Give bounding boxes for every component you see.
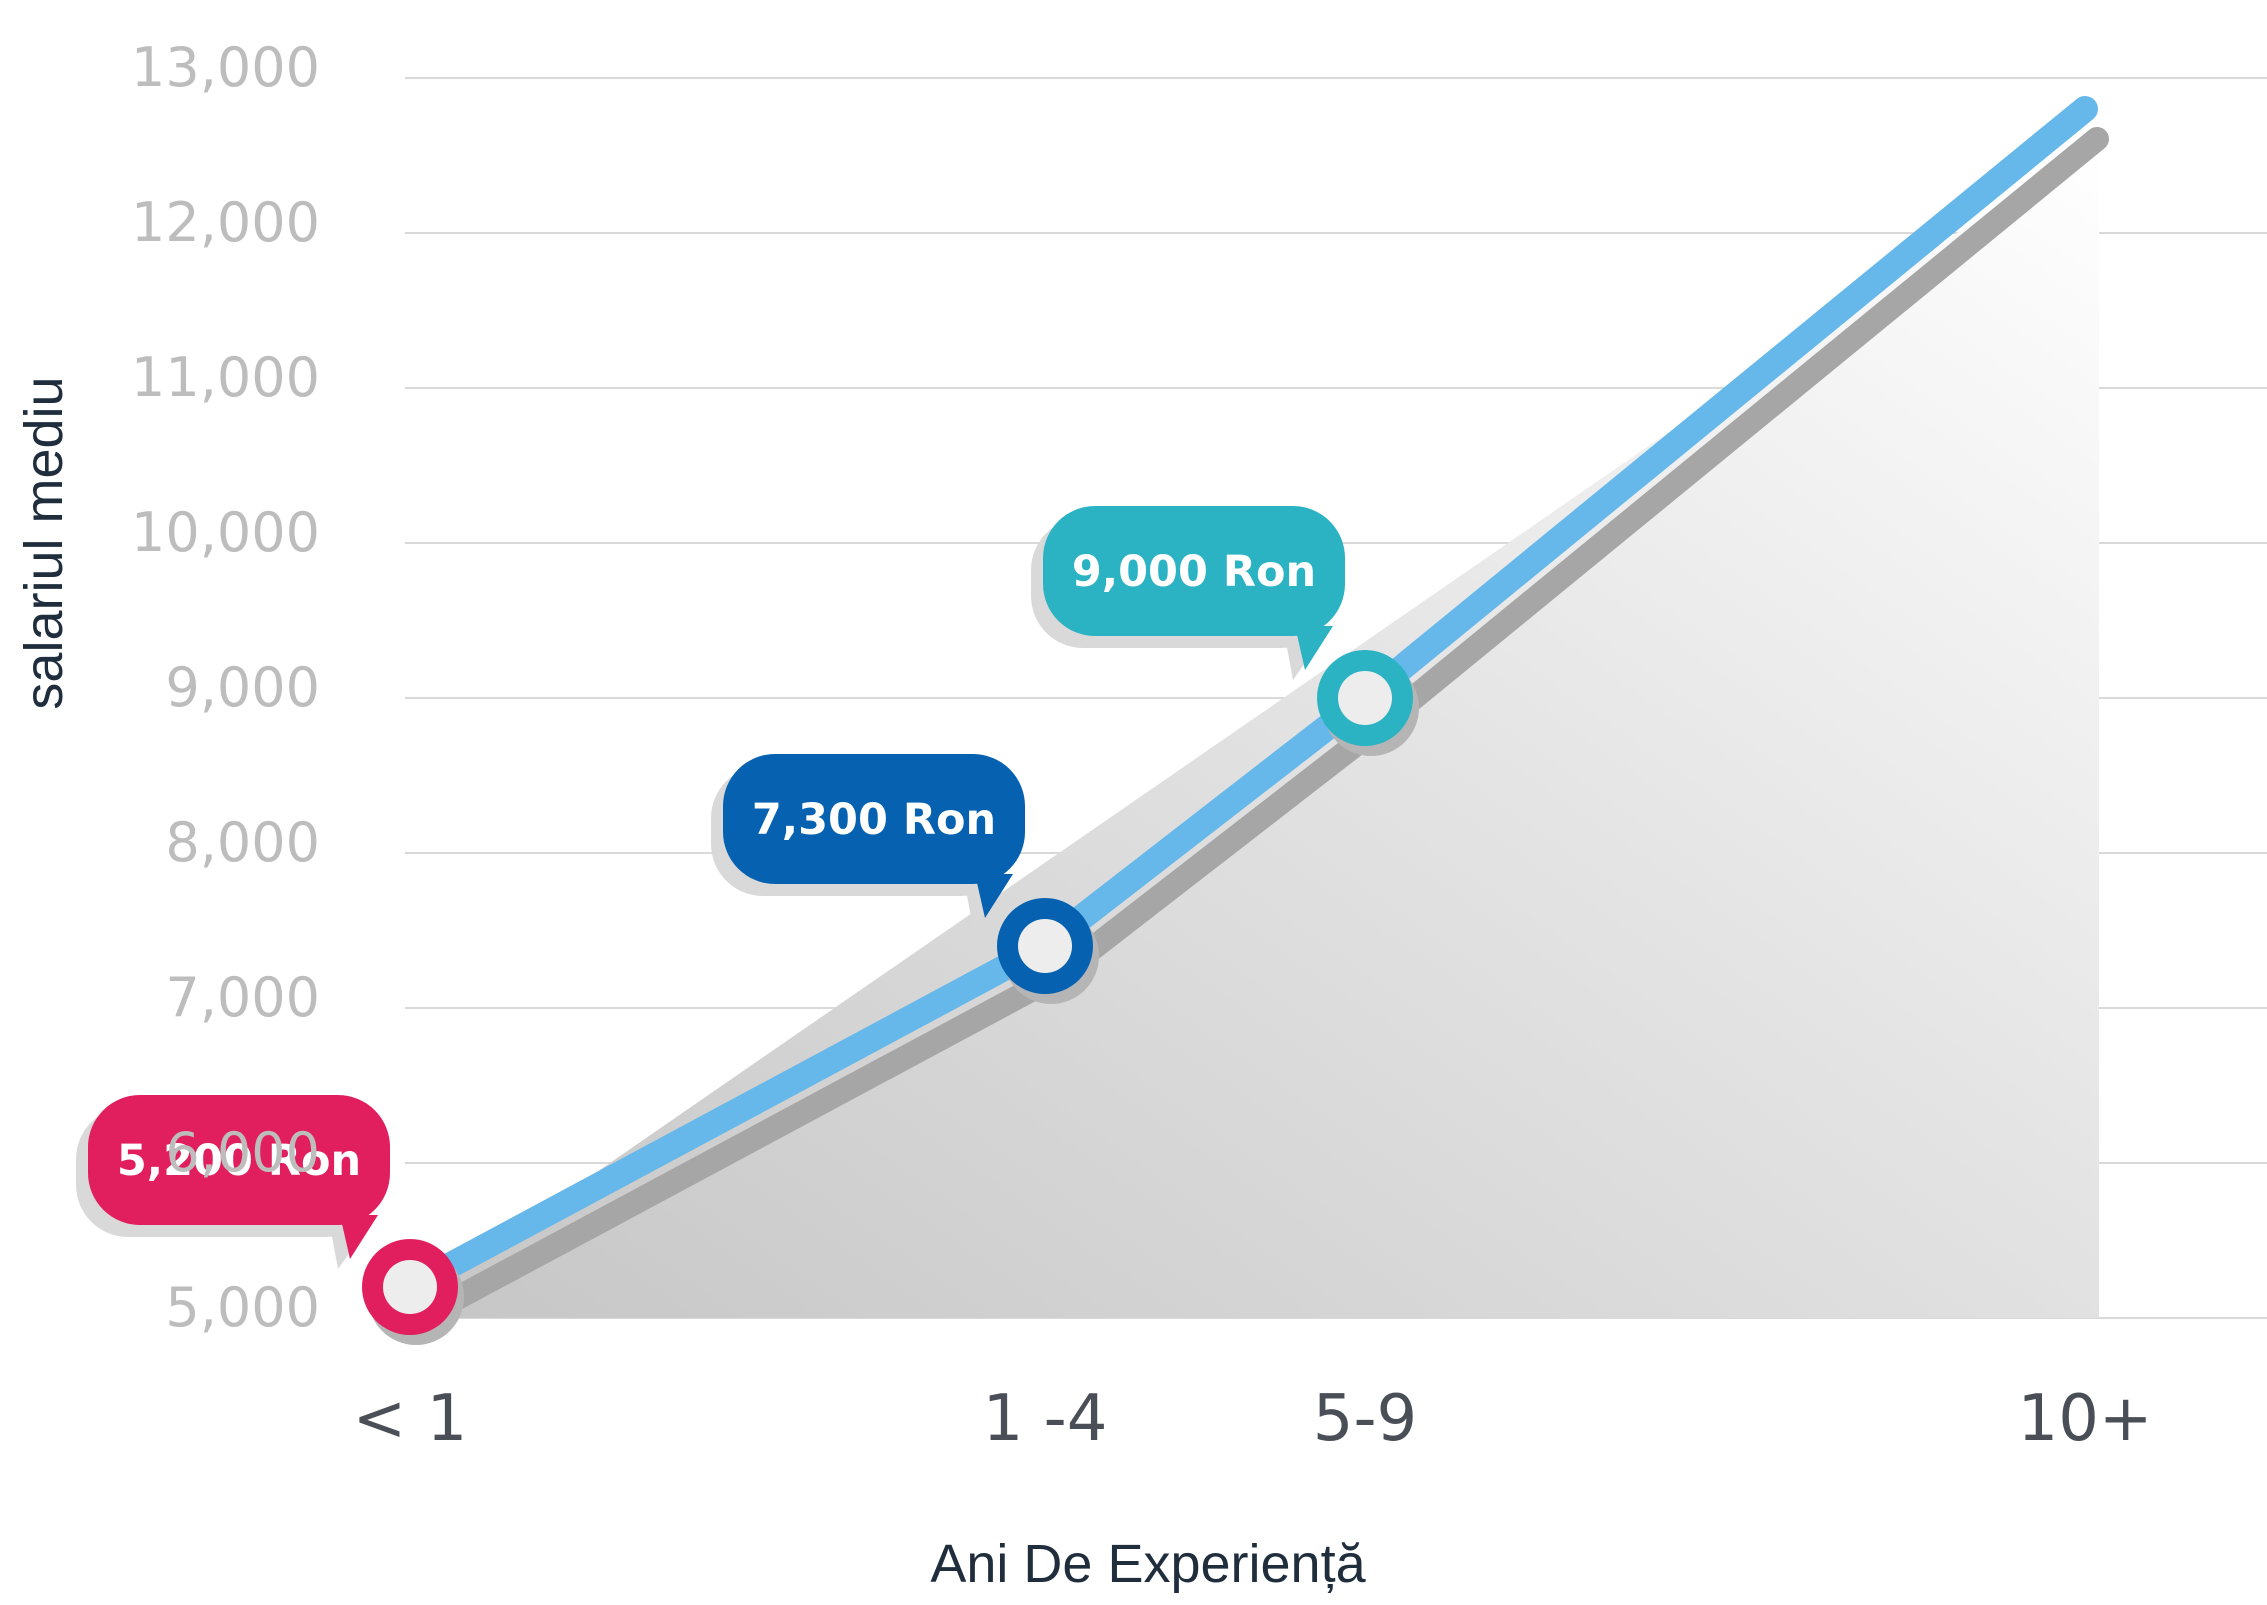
data-point-center: [383, 1260, 437, 1314]
data-points: [362, 650, 1419, 1345]
callout-label: 5,200 Ron: [117, 1136, 361, 1186]
y-tick-label: 12,000: [131, 191, 320, 254]
callout-pointer: [1295, 626, 1333, 670]
series-line: [397, 96, 2098, 1300]
y-axis-title: salariul mediu: [14, 376, 74, 709]
y-tick-label: 11,000: [131, 346, 320, 409]
y-axis-ticks: 5,000 6,000 7,000 8,000 9,000 10,000 11,000 12,…: [131, 36, 320, 1339]
value-callout: 9,000 Ron: [1031, 506, 1345, 680]
callout-label: 7,300 Ron: [752, 795, 996, 845]
value-callouts: 5,200 Ron 7,300 Ron 9,000 Ron: [76, 506, 1345, 1269]
value-callout: 7,300 Ron: [711, 754, 1025, 928]
x-axis-ticks: < 1 1 -4 5-9 10+: [353, 1382, 2153, 1456]
data-point-center: [1338, 671, 1392, 725]
y-tick-label: 13,000: [131, 36, 320, 99]
y-tick-label: 7,000: [165, 966, 320, 1029]
callout-label: 9,000 Ron: [1072, 547, 1316, 597]
x-tick-label: 5-9: [1313, 1382, 1418, 1456]
y-tick-label: 9,000: [165, 656, 320, 719]
y-tick-label: 5,000: [165, 1276, 320, 1339]
series-line-shadow: [410, 127, 2109, 1329]
series-line-group: [397, 96, 2109, 1329]
y-tick-label: 8,000: [165, 811, 320, 874]
data-point-center: [1018, 919, 1072, 973]
x-tick-label: < 1: [353, 1382, 468, 1456]
x-tick-label: 10+: [2017, 1382, 2152, 1456]
value-callout: 5,200 Ron: [76, 1095, 390, 1269]
callout-body: [723, 754, 1025, 884]
y-tick-label: 6,000: [165, 1121, 320, 1184]
callout-body: [88, 1095, 390, 1225]
x-tick-label: 1 -4: [983, 1382, 1108, 1456]
callout-pointer: [340, 1215, 378, 1259]
x-axis-title: Ani De Experiență: [930, 1534, 1366, 1594]
callout-body: [1043, 506, 1345, 636]
callout-pointer: [975, 874, 1013, 918]
y-tick-label: 10,000: [131, 501, 320, 564]
